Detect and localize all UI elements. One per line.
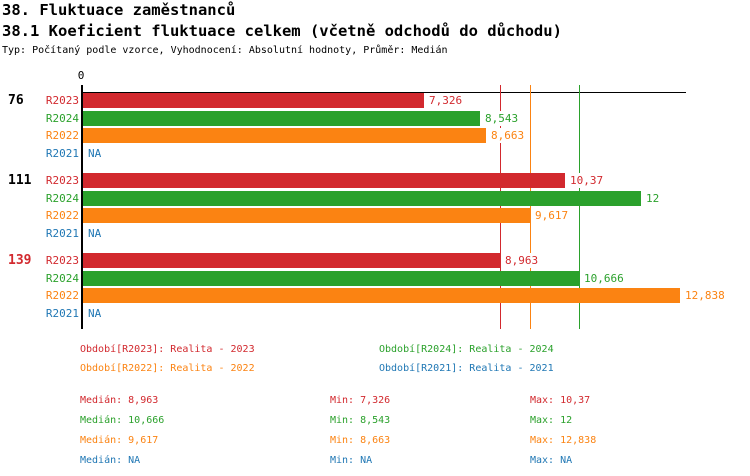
x-axis-line (81, 92, 686, 93)
bar-value-label: 7,326 (428, 93, 464, 108)
bar-value-label: 12,838 (684, 288, 726, 303)
series-row-label-r2024: R2024 (45, 192, 79, 205)
series-row-label-r2022: R2022 (45, 129, 79, 142)
series-row-label-r2021: R2021 (45, 147, 79, 160)
x-axis-zero-label: 0 (77, 69, 85, 82)
bar-na-label: NA (88, 307, 102, 320)
bar-r2023 (83, 173, 565, 188)
bar-chart: 76 R2023 7,326 R2024 8,543 R2022 8,663 R2021 NA 1… (8, 85, 726, 329)
page-title: 38. Fluktuace zaměstnanců (2, 1, 236, 19)
bar-r2023 (83, 253, 500, 268)
bar-r2023 (83, 93, 424, 108)
stats-row-r2021: Medián: NA Min: NA Max: NA (0, 454, 750, 474)
min-value-r2021: Min: NA (330, 455, 373, 466)
max-value-r2023: Max: 10,37 (530, 395, 591, 406)
series-row-label-r2023: R2023 (45, 254, 79, 267)
stats-row-r2024: Medián: 10,666 Min: 8,543 Max: 12 (0, 414, 750, 434)
series-row-label-r2022: R2022 (45, 209, 79, 222)
max-value-r2022: Max: 12,838 (530, 435, 597, 446)
y-axis-line (81, 85, 83, 329)
bar-r2022 (83, 128, 486, 143)
chart-meta-line: Typ: Počítaný podle vzorce, Vyhodnocení:… (2, 45, 448, 56)
stats-row-r2023: Medián: 8,963 Min: 7,326 Max: 10,37 (0, 394, 750, 414)
bar-value-label: 8,663 (490, 128, 526, 143)
legend-item-r2023: Období[R2023]: Realita - 2023 (80, 344, 255, 355)
page-subtitle: 38.1 Koeficient fluktuace celkem (včetně… (2, 22, 562, 40)
bar-value-label: 10,37 (569, 173, 605, 188)
series-row-label-r2024: R2024 (45, 112, 79, 125)
bar-value-label: 12 (645, 191, 661, 206)
legend-item-r2021: Období[R2021]: Realita - 2021 (379, 363, 554, 374)
max-value-r2024: Max: 12 (530, 415, 573, 426)
max-value-r2021: Max: NA (530, 455, 573, 466)
min-value-r2022: Min: 8,663 (330, 435, 391, 446)
series-row-label-r2022: R2022 (45, 289, 79, 302)
bar-na-label: NA (88, 227, 102, 240)
bar-r2024 (83, 271, 579, 286)
bar-value-label: 10,666 (583, 271, 625, 286)
min-value-r2024: Min: 8,543 (330, 415, 391, 426)
median-reference-line-r2023 (500, 85, 501, 329)
bar-r2024 (83, 191, 641, 206)
median-value-r2023: Medián: 8,963 (80, 395, 159, 406)
bar-na-label: NA (88, 147, 102, 160)
bar-value-label: 8,963 (504, 253, 540, 268)
legend-item-r2024: Období[R2024]: Realita - 2024 (379, 344, 554, 355)
median-value-r2024: Medián: 10,666 (80, 415, 165, 426)
bar-value-label: 9,617 (534, 208, 570, 223)
series-row-label-r2023: R2023 (45, 174, 79, 187)
group-label-111: 111 (8, 173, 32, 188)
median-reference-line-r2024 (579, 85, 580, 329)
min-value-r2023: Min: 7,326 (330, 395, 391, 406)
group-label-139: 139 (8, 253, 32, 268)
series-row-label-r2021: R2021 (45, 227, 79, 240)
median-value-r2022: Medián: 9,617 (80, 435, 159, 446)
median-value-r2021: Medián: NA (80, 455, 141, 466)
bar-r2022 (83, 288, 680, 303)
series-row-label-r2023: R2023 (45, 94, 79, 107)
median-reference-line-r2022 (530, 85, 531, 329)
legend-item-r2022: Období[R2022]: Realita - 2022 (80, 363, 255, 374)
bar-value-label: 8,543 (484, 111, 520, 126)
stats-summary: Medián: 8,963 Min: 7,326 Max: 10,37 Medián:… (0, 394, 750, 474)
series-row-label-r2024: R2024 (45, 272, 79, 285)
bar-r2022 (83, 208, 530, 223)
series-row-label-r2021: R2021 (45, 307, 79, 320)
bar-r2024 (83, 111, 480, 126)
chart-legend: Období[R2023]: Realita - 2023 Období[R20… (0, 344, 750, 384)
group-label-76: 76 (8, 93, 24, 108)
stats-row-r2022: Medián: 9,617 Min: 8,663 Max: 12,838 (0, 434, 750, 454)
